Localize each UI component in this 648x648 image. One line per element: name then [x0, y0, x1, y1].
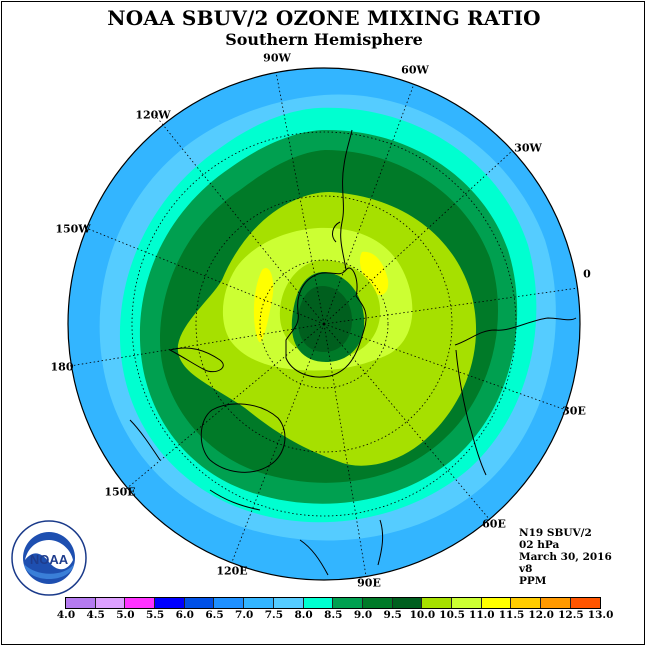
lon-label-120w: 120W: [135, 108, 171, 122]
lon-label-60e: 60E: [482, 517, 506, 531]
band-10-0-10-5-b: [359, 251, 389, 295]
colorbar-swatch: [570, 598, 601, 608]
lon-label-150e: 150E: [104, 485, 136, 499]
date-text: March 30, 2016: [519, 551, 612, 563]
graticule: [69, 71, 579, 577]
lon-label-30w: 30W: [514, 141, 542, 155]
colorbar-tick-label: 7.0: [235, 609, 254, 621]
map-border: [67, 67, 581, 581]
coastlines: [129, 129, 577, 576]
lon-label-150w: 150W: [55, 222, 91, 236]
colorbar-ticks: 4.0 4.5 5.0 5.5 6.0 6.5 7.0 7.5 8.0 8.5 9.0 9.5 10.0…: [57, 609, 614, 623]
colorbar-swatch: [214, 598, 245, 608]
lon-label-180: 180: [50, 360, 74, 374]
colorbar-swatch: [511, 598, 541, 608]
colorbar-tick-label: 10.5: [439, 609, 465, 621]
colorbar-swatch: [155, 598, 185, 608]
colorbar-tick-label: 6.5: [205, 609, 224, 621]
colorbar-swatch: [244, 598, 274, 608]
colorbar-tick-label: 12.0: [528, 609, 554, 621]
map-info-block: N19 SBUV/2 02 hPa March 30, 2016 v8 PPM: [519, 527, 612, 587]
colorbar-tick-label: 6.0: [175, 609, 194, 621]
colorbar-swatch: [541, 598, 571, 608]
colorbar-tick-label: 11.5: [498, 609, 525, 621]
colorbar-swatch: [392, 598, 423, 608]
colorbar-tick-label: 5.5: [145, 609, 165, 621]
colorbar-tick-label: 9.0: [353, 609, 373, 621]
colorbar-tick-label: 9.5: [383, 609, 402, 621]
colorbar-tick-label: 4.0: [56, 609, 76, 621]
version-text: v8: [519, 563, 533, 575]
pressure-level-text: 02 hPa: [519, 539, 560, 551]
colorbar-swatch: [451, 598, 482, 608]
colorbar-swatch: [481, 598, 512, 608]
lon-label-120e: 120E: [216, 564, 248, 578]
band-8-0-8-5-core: [298, 286, 352, 352]
lon-label-90e: 90E: [357, 576, 381, 590]
colorbar-swatch: [95, 598, 126, 608]
colorbar-tick-label: 4.5: [86, 609, 105, 621]
instrument-text: N19 SBUV/2: [519, 527, 592, 539]
colorbar-tick-label: 13.0: [587, 609, 614, 621]
colorbar-tick-label: 5.0: [116, 609, 135, 621]
colorbar-swatch: [273, 598, 304, 608]
colorbar-tick-label: 11.0: [469, 609, 495, 621]
colorbar-swatch: [66, 598, 96, 608]
colorbar-tick-label: 7.5: [264, 609, 284, 621]
band-10-0-10-5: [253, 268, 274, 343]
colorbar-tick-label: 10.0: [409, 609, 436, 621]
lon-label-0: 0: [583, 267, 591, 281]
logo-text: NOAA: [30, 552, 69, 567]
colorbar-tick-label: 8.5: [324, 609, 343, 621]
lon-label-60w: 60W: [401, 63, 429, 77]
colorbar-swatch: [303, 598, 334, 608]
colorbar: [65, 597, 602, 609]
colorbar-swatch: [333, 598, 363, 608]
colorbar-swatch: [362, 598, 393, 608]
map-subtitle: Southern Hemisphere: [225, 30, 423, 49]
colorbar-swatch: [184, 598, 215, 608]
noaa-logo: NOAA: [11, 520, 87, 596]
lon-label-90w: 90W: [263, 51, 291, 65]
colorbar-swatch: [422, 598, 452, 608]
colorbar-tick-label: 12.5: [558, 609, 584, 621]
lon-label-30e: 30E: [562, 404, 586, 418]
colorbar-swatch: [125, 598, 156, 608]
units-text: PPM: [519, 575, 547, 587]
map-title: NOAA SBUV/2 OZONE MIXING RATIO: [107, 6, 541, 30]
colorbar-tick-label: 8.0: [294, 609, 313, 621]
